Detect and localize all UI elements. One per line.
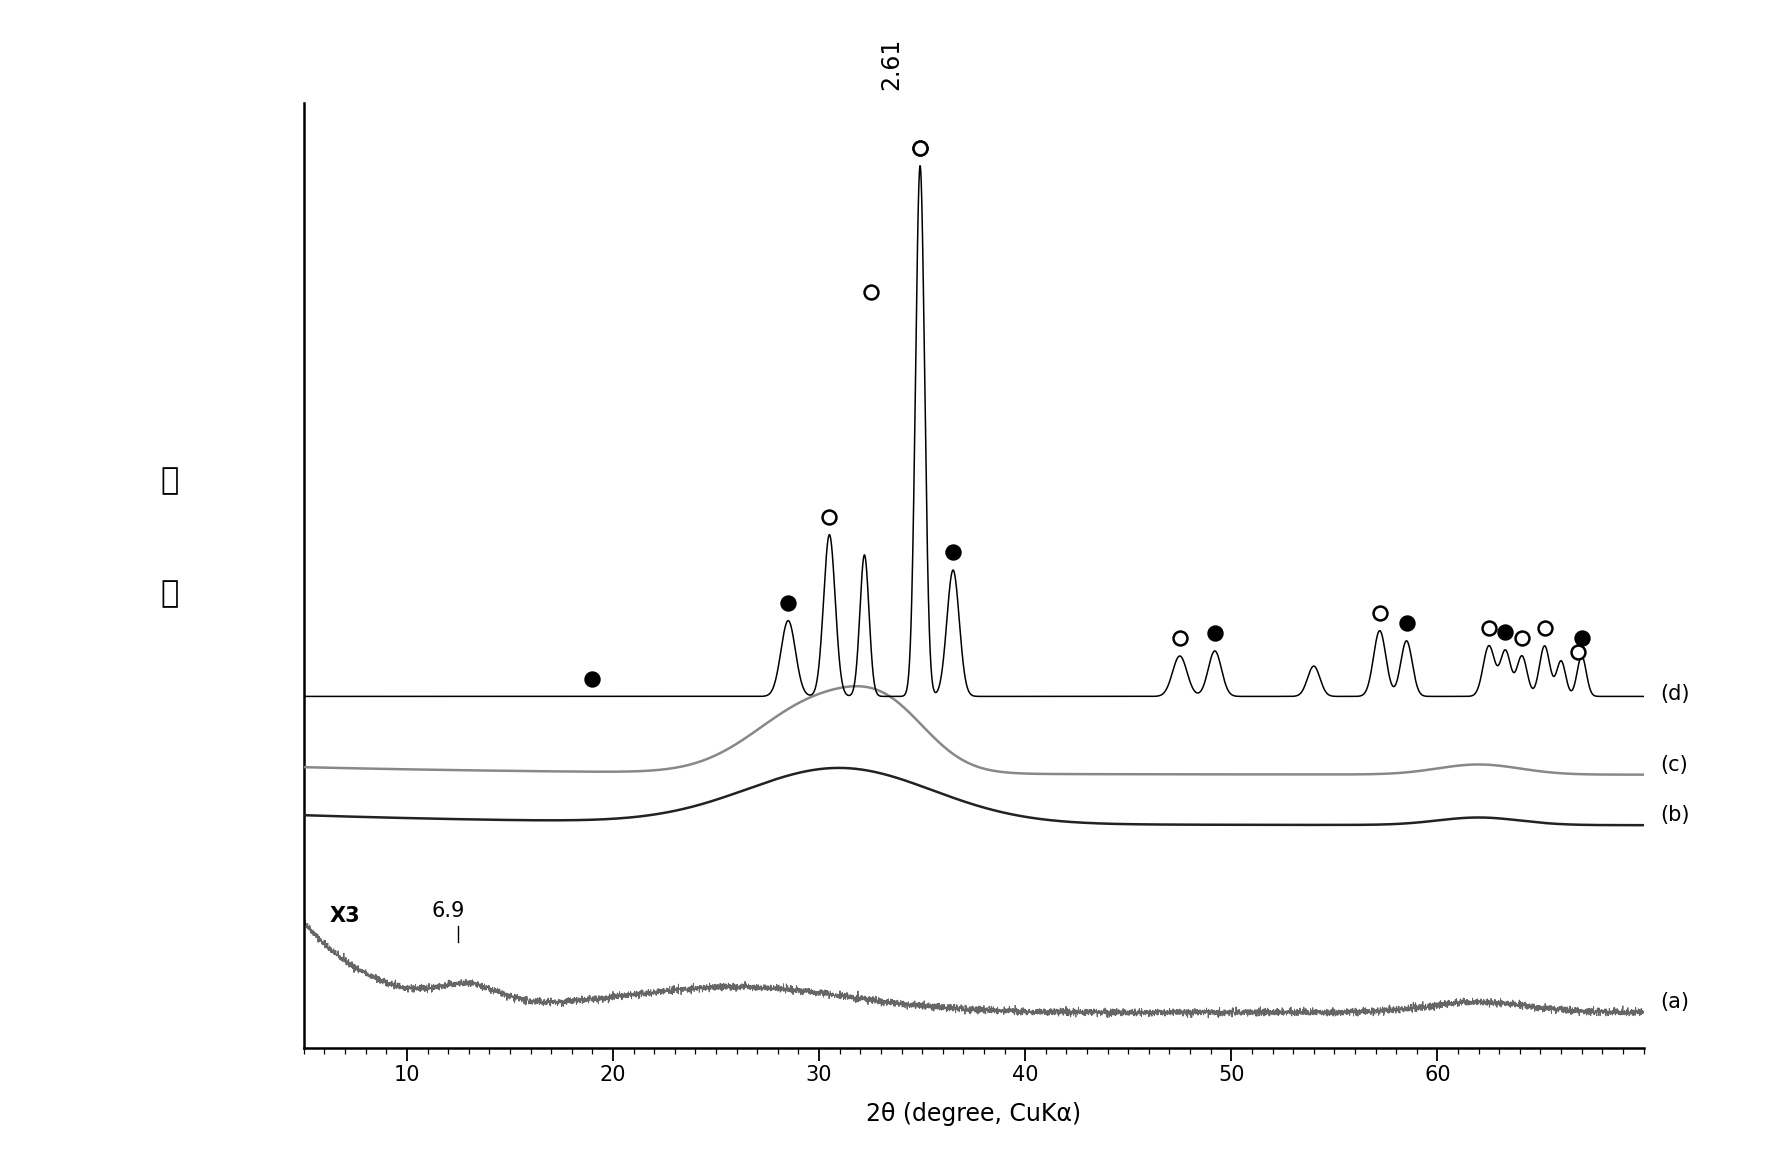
Text: X3: X3 <box>330 907 361 927</box>
Text: 度: 度 <box>162 580 179 609</box>
Text: (d): (d) <box>1661 684 1689 704</box>
Text: (c): (c) <box>1661 754 1687 775</box>
X-axis label: 2θ (degree, CuKα): 2θ (degree, CuKα) <box>867 1101 1082 1126</box>
Text: (a): (a) <box>1661 992 1689 1013</box>
Text: 强: 强 <box>162 466 179 495</box>
Text: (b): (b) <box>1661 805 1689 825</box>
Text: 2.61: 2.61 <box>879 37 904 90</box>
Text: 6.9: 6.9 <box>432 901 465 922</box>
